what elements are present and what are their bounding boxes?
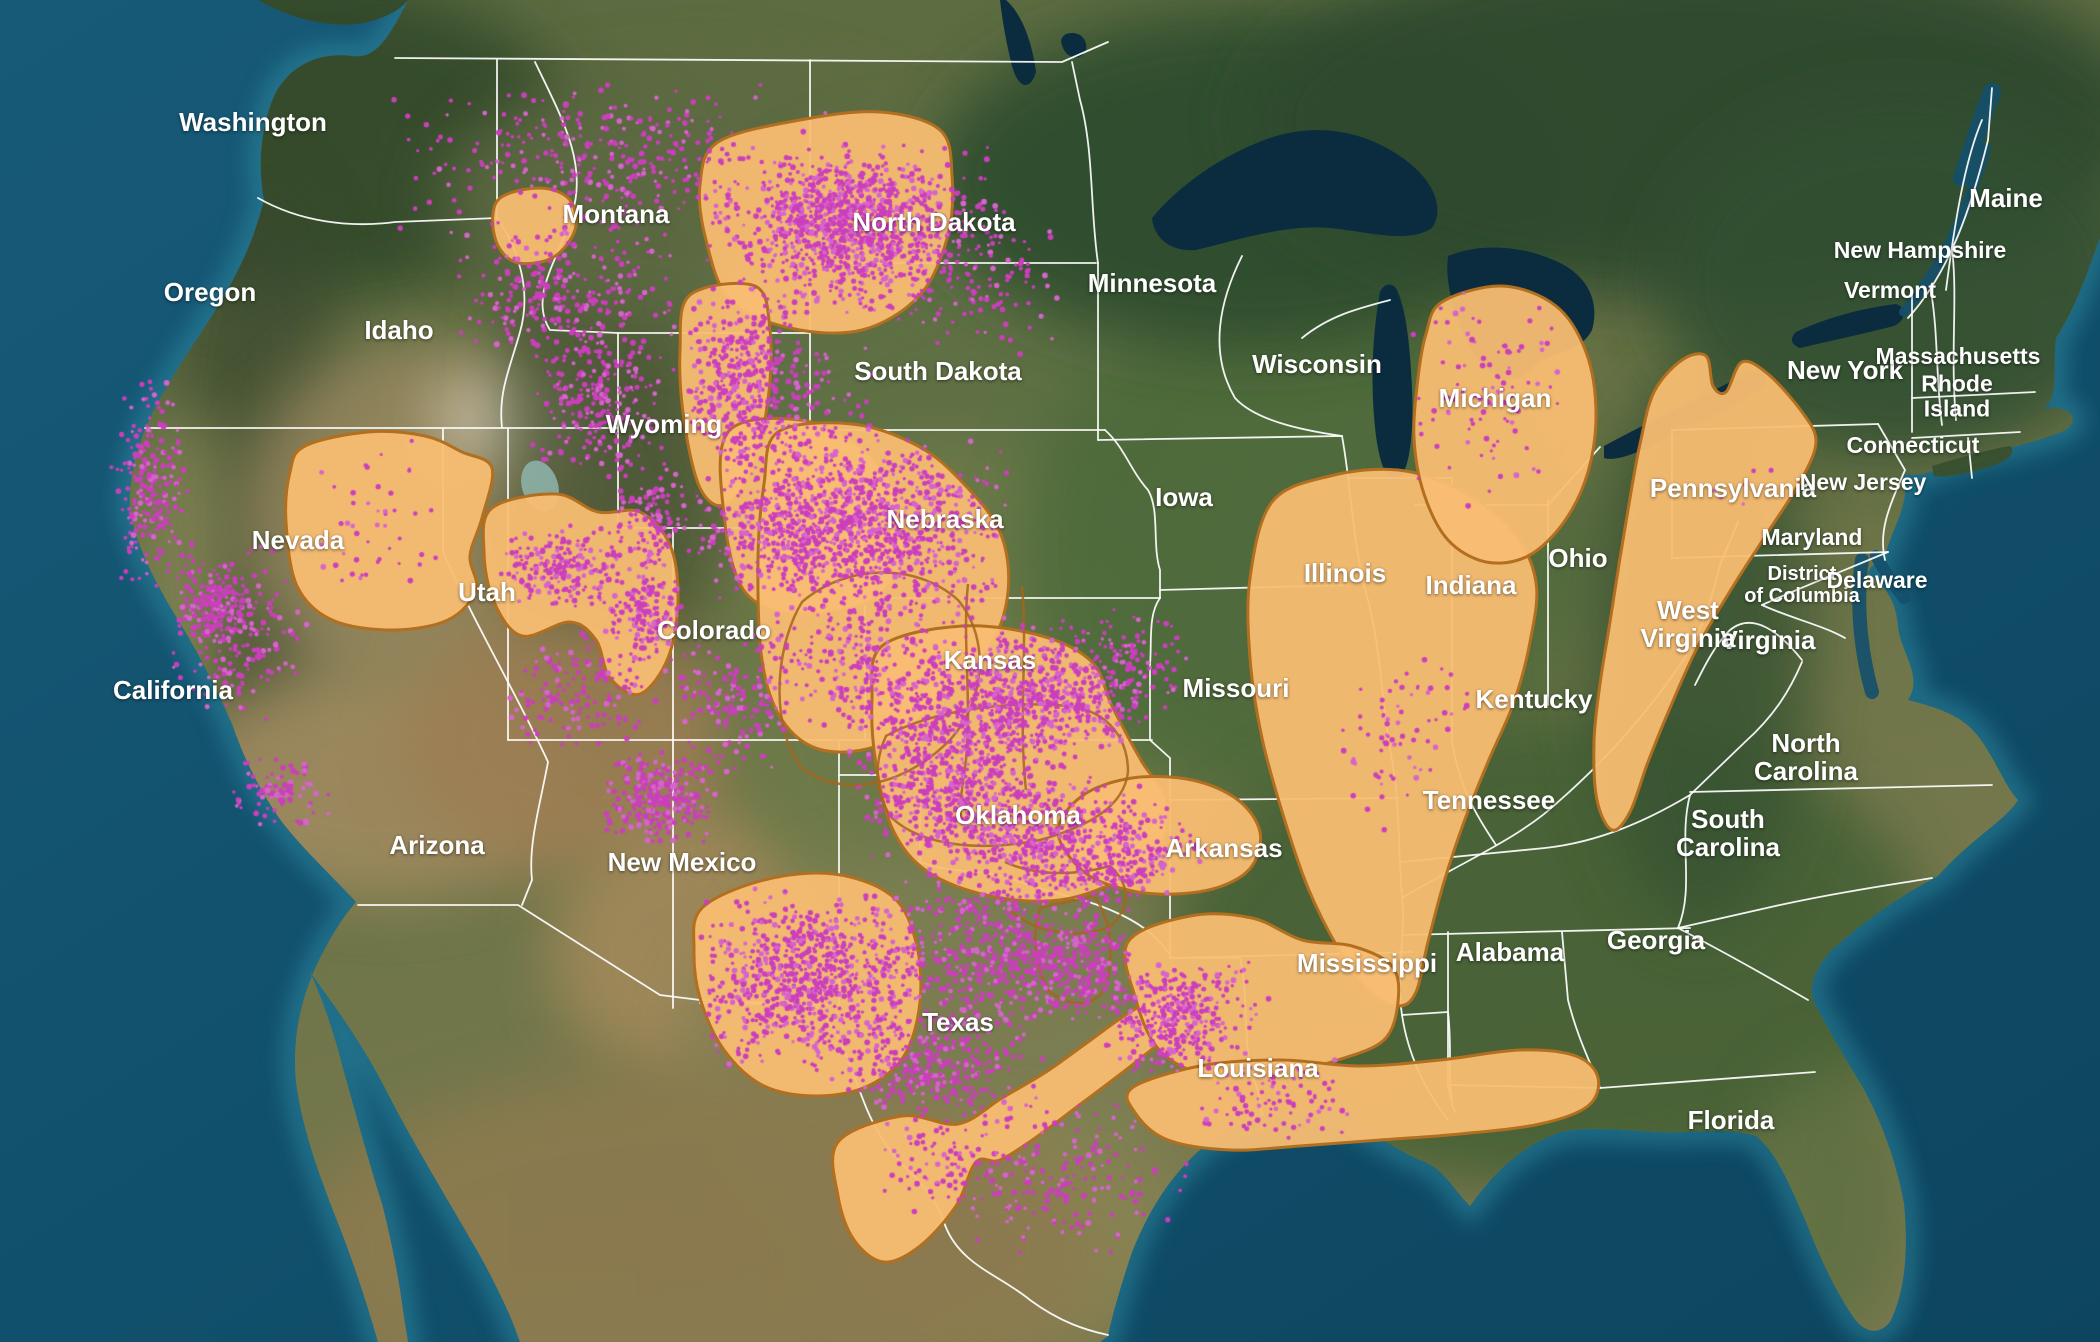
state-label-montana: Montana [563,199,670,229]
state-label-washington: Washington [179,107,327,137]
state-label-pennsylvania: Pennsylvania [1650,473,1817,503]
state-label-new-hampshire: New Hampshire [1834,237,2007,263]
state-label-virginia: Virginia [1721,625,1816,655]
state-label-oregon: Oregon [164,277,256,307]
state-label-west-virginia: West Virginia [1641,595,1736,653]
state-label-nevada: Nevada [252,525,345,555]
state-label-louisiana: Louisiana [1197,1053,1319,1083]
state-label-utah: Utah [458,577,516,607]
state-label-georgia: Georgia [1607,925,1706,955]
state-label-nebraska: Nebraska [886,504,1004,534]
state-label-wisconsin: Wisconsin [1252,349,1382,379]
state-label-district-of-columbia: District of Columbia [1744,563,1860,607]
state-label-new-mexico: New Mexico [608,847,757,877]
state-label-maryland: Maryland [1762,524,1863,550]
state-label-new-york: New York [1787,355,1904,385]
state-label-idaho: Idaho [364,315,433,345]
state-label-mississippi: Mississippi [1297,948,1437,978]
state-label-tennessee: Tennessee [1423,785,1555,815]
state-label-delaware: Delaware [1826,567,1927,593]
state-label-michigan: Michigan [1439,383,1552,413]
state-label-north-carolina: North Carolina [1754,728,1859,786]
state-label-new-jersey: New Jersey [1800,469,1927,495]
state-label-minnesota: Minnesota [1088,268,1217,298]
state-label-indiana: Indiana [1425,570,1517,600]
state-label-oklahoma: Oklahoma [955,800,1081,830]
state-label-maine: Maine [1969,183,2043,213]
state-label-florida: Florida [1688,1105,1775,1135]
state-label-missouri: Missouri [1183,673,1290,703]
state-label-texas: Texas [922,1007,994,1037]
state-label-kentucky: Kentucky [1475,684,1593,714]
state-label-rhode-island: Rhode Island [1921,371,1993,422]
state-label-kansas: Kansas [944,645,1037,675]
state-label-arizona: Arizona [389,830,485,860]
state-label-arkansas: Arkansas [1165,833,1282,863]
state-label-north-dakota: North Dakota [852,207,1016,237]
state-labels: Washington Oregon Idaho Montana Wyoming Nevad… [113,107,2043,1135]
state-label-ohio: Ohio [1548,543,1607,573]
state-label-massachusetts: Massachusetts [1876,343,2041,369]
state-label-wyoming: Wyoming [606,409,723,439]
state-label-colorado: Colorado [657,615,771,645]
state-label-iowa: Iowa [1155,482,1213,512]
state-label-vermont: Vermont [1844,277,1936,303]
state-label-california: California [113,675,233,705]
state-label-illinois: Illinois [1304,558,1386,588]
state-label-south-dakota: South Dakota [854,356,1022,386]
state-label-alabama: Alabama [1456,937,1565,967]
state-label-connecticut: Connecticut [1847,432,1980,458]
state-label-south-carolina: South Carolina [1676,804,1781,862]
